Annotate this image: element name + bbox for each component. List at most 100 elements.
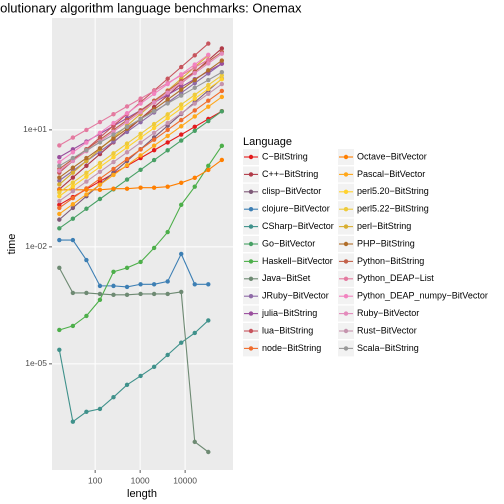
data-point [165, 112, 170, 117]
data-point [57, 226, 62, 231]
data-point [192, 330, 197, 336]
data-point [165, 97, 170, 102]
data-point [206, 61, 211, 66]
data-point [124, 186, 130, 191]
data-point [165, 127, 170, 133]
data-point [111, 394, 116, 400]
data-point [57, 168, 62, 173]
data-point [192, 101, 197, 106]
data-point [165, 120, 170, 126]
data-point [219, 81, 225, 87]
data-point [70, 184, 76, 189]
data-point [151, 245, 157, 251]
data-point [57, 159, 62, 165]
data-point [206, 41, 211, 46]
legend-label: Scala−BitString [357, 343, 419, 353]
data-point [84, 148, 89, 153]
data-point [138, 167, 143, 172]
data-point [97, 406, 103, 412]
legend-label: PHP−BitString [357, 238, 415, 248]
legend-label: Python−BitString [357, 256, 424, 266]
data-point [97, 283, 103, 289]
data-point [70, 237, 76, 243]
data-point [165, 81, 170, 87]
legend-key-point [248, 259, 254, 264]
data-point [111, 166, 116, 172]
legend-key-point [343, 276, 349, 281]
legend-label: C−BitString [262, 151, 308, 161]
data-point [206, 449, 211, 455]
data-point [124, 382, 130, 388]
data-point [124, 145, 130, 150]
data-point [111, 292, 116, 298]
data-point [219, 51, 225, 56]
data-point [138, 116, 143, 122]
data-point [151, 109, 157, 114]
data-point [111, 283, 116, 289]
data-point [192, 124, 197, 130]
data-point [151, 91, 157, 96]
legend-key-point [343, 259, 349, 264]
data-point [192, 53, 197, 58]
legend-key-point [248, 276, 254, 281]
data-point [179, 124, 184, 129]
data-point [219, 109, 225, 114]
data-point [57, 178, 62, 183]
data-point [151, 282, 157, 287]
data-point [70, 165, 76, 170]
data-point [124, 150, 130, 155]
data-point [192, 96, 197, 101]
series-line [58, 54, 209, 163]
legend-key-point [343, 224, 349, 229]
data-point [165, 101, 170, 106]
data-point [179, 117, 184, 123]
x-tick-label: 1000 [131, 475, 150, 485]
data-point [165, 90, 170, 95]
data-point [165, 291, 170, 297]
data-point [70, 135, 76, 140]
legend-key-point [248, 189, 254, 194]
legend-label: Pascal−BitVector [357, 169, 425, 179]
data-point [192, 85, 197, 91]
data-point [84, 140, 89, 145]
data-point [138, 119, 143, 125]
data-point [57, 143, 62, 148]
data-point [57, 175, 62, 180]
data-point [206, 82, 211, 88]
data-point [192, 114, 197, 119]
data-point [70, 180, 76, 185]
data-point [57, 327, 62, 333]
data-point [97, 130, 103, 135]
data-point [84, 290, 89, 296]
data-point [124, 141, 130, 146]
data-point [179, 132, 184, 137]
legend-key-point [343, 154, 349, 160]
data-point [84, 192, 89, 197]
series-line [58, 54, 209, 185]
data-point [84, 409, 89, 415]
data-point [97, 146, 103, 151]
data-point [97, 176, 103, 181]
data-point [206, 318, 211, 323]
data-point [124, 177, 130, 182]
data-point [97, 119, 103, 125]
data-point [192, 282, 197, 287]
data-point [124, 119, 130, 125]
data-point [70, 155, 76, 161]
data-point [111, 136, 116, 141]
legend-label: node−BitString [262, 343, 321, 353]
data-point [219, 58, 225, 63]
data-point [165, 76, 170, 81]
data-point [97, 187, 103, 193]
legend-label: JRuby−BitVector [262, 291, 329, 301]
data-point [57, 205, 62, 211]
data-point [57, 163, 62, 169]
data-point [206, 77, 211, 83]
plot-panel [52, 18, 233, 470]
data-point [138, 131, 143, 137]
data-point [124, 129, 130, 135]
legend-label: Go−BitVector [262, 238, 315, 248]
series-line [59, 59, 209, 146]
data-point [151, 130, 157, 135]
